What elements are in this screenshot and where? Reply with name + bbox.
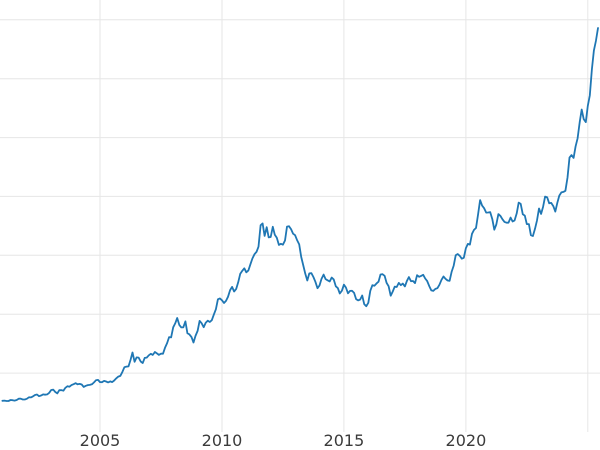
x-tick-label: 2020 xyxy=(446,431,487,450)
price-line xyxy=(1,27,599,402)
x-tick-label: 2010 xyxy=(202,431,243,450)
x-tick-label: 2005 xyxy=(80,431,121,450)
x-tick-label: 2015 xyxy=(324,431,365,450)
